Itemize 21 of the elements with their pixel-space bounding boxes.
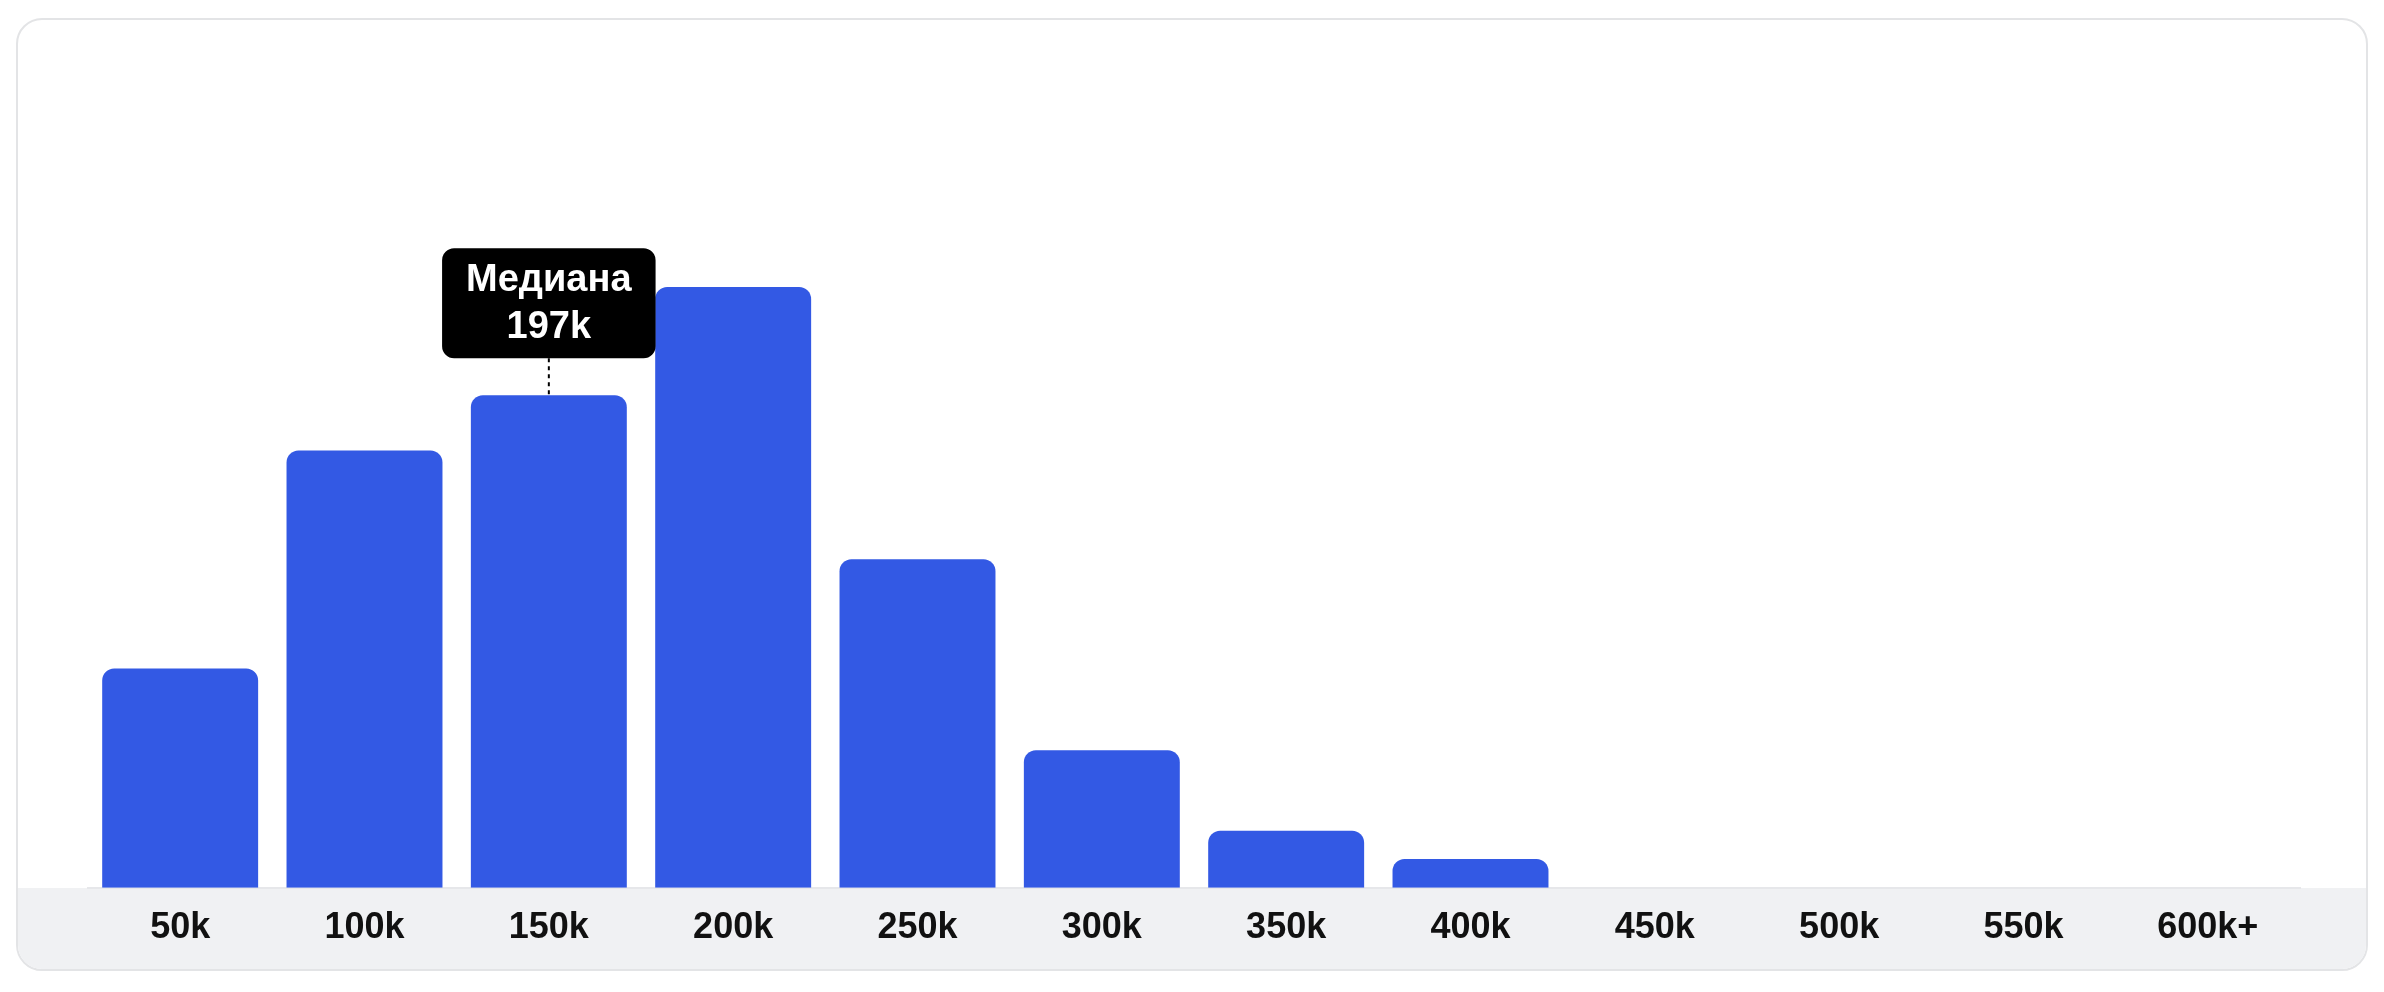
x-tick-label: 600k+ <box>2157 905 2259 947</box>
x-tick-label: 200k <box>693 905 775 947</box>
bar <box>470 395 627 888</box>
x-tick-label: 350k <box>1246 905 1328 947</box>
x-tick-label: 150k <box>508 905 590 947</box>
x-tick-label: 400k <box>1430 905 1512 947</box>
x-tick-label: 300k <box>1061 905 1143 947</box>
x-tick-label: 500k <box>1799 905 1881 947</box>
bar <box>1392 858 1549 888</box>
annotation: Медиана 197k <box>466 257 633 347</box>
bar <box>655 287 812 888</box>
x-tick-label: 50k <box>150 905 212 947</box>
bar <box>1023 750 1180 888</box>
bar <box>286 450 443 888</box>
x-tick-label: 550k <box>1983 905 2065 947</box>
bar <box>839 559 996 888</box>
bar <box>1208 830 1365 888</box>
x-tick-label: 100k <box>324 905 406 947</box>
bar <box>102 668 259 888</box>
x-tick-label: 250k <box>877 905 959 947</box>
x-tick-label: 450k <box>1614 905 1696 947</box>
